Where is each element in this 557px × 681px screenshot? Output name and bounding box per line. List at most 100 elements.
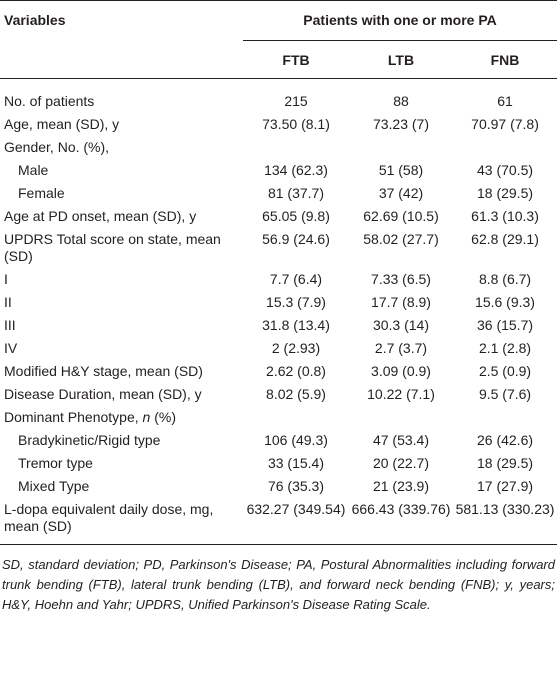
cell-fnb: 70.97 (7.8) (471, 116, 539, 132)
cell-ftb: 33 (15.4) (267, 455, 325, 471)
cell-ltb (349, 134, 453, 157)
cell-fnb: 15.6 (9.3) (475, 294, 535, 310)
column-header-ftb: FTB (282, 52, 310, 68)
cell-ftb (243, 134, 349, 157)
cell-fnb: 18 (29.5) (476, 185, 534, 201)
table-row: UPDRS Total score on state, mean (SD) 56.… (0, 226, 557, 266)
cell-ltb: 30.3 (14) (372, 317, 430, 333)
table-row: Tremor type 33 (15.4) 20 (22.7) 18 (29.5) (0, 450, 557, 473)
cell-fnb: 581.13 (330.23) (453, 496, 557, 545)
row-label-text: (%) (150, 409, 176, 425)
column-header-ltb: LTB (387, 52, 415, 68)
row-label-text: Dominant Phenotype, (4, 409, 143, 425)
row-label: Female (18, 185, 65, 201)
cell-ltb: 51 (58) (378, 162, 424, 178)
row-label: III (4, 317, 16, 333)
group-header: Patients with one or more PA (243, 0, 557, 41)
row-label: Modified H&Y stage, mean (SD) (4, 363, 203, 379)
cell-fnb: 26 (42.6) (476, 432, 534, 448)
cell-ftb: 215 (284, 93, 308, 109)
table-row: I 7.7 (6.4) 7.33 (6.5) 8.8 (6.7) (0, 266, 557, 289)
cell-ltb: 62.69 (10.5) (363, 208, 439, 224)
row-label: Tremor type (18, 455, 93, 471)
cell-ftb: 106 (49.3) (264, 432, 328, 448)
cell-ltb: 17.7 (8.9) (371, 294, 431, 310)
cell-ltb: 47 (53.4) (372, 432, 430, 448)
cell-ftb: 2 (2.93) (271, 340, 321, 356)
cell-fnb: 17 (27.9) (476, 478, 534, 494)
row-label: Male (18, 162, 49, 178)
row-label: No. of patients (4, 93, 95, 109)
table-row: No. of patients 215 88 61 (0, 79, 557, 112)
column-header-fnb: FNB (490, 52, 520, 68)
table-row: L-dopa equivalent daily dose, mg, mean (… (0, 496, 557, 545)
table-body: No. of patients 215 88 61 Age, mean (SD), y 7… (0, 79, 557, 545)
cell-ftb: 2.62 (0.8) (266, 363, 326, 379)
cell-fnb: 18 (29.5) (476, 455, 534, 471)
row-label: UPDRS Total score on state, mean (SD) (4, 231, 221, 264)
row-label: Gender, No. (%), (4, 139, 110, 155)
cell-ltb: 21 (23.9) (372, 478, 430, 494)
header-spacer (0, 41, 243, 79)
cell-ftb: 31.8 (13.4) (262, 317, 330, 333)
cell-ftb: 134 (62.3) (264, 162, 328, 178)
cell-ltb: 20 (22.7) (372, 455, 430, 471)
cell-ftb: 76 (35.3) (267, 478, 325, 494)
cell-fnb: 9.5 (7.6) (478, 386, 532, 402)
table-row: Gender, No. (%), (0, 134, 557, 157)
cell-fnb (453, 404, 557, 427)
cell-ftb: 8.02 (5.9) (266, 386, 326, 402)
table-row: III 31.8 (13.4) 30.3 (14) 36 (15.7) (0, 312, 557, 335)
variables-header: Variables (4, 12, 66, 28)
cell-ltb: 37 (42) (378, 185, 424, 201)
row-label: I (4, 271, 8, 287)
table-container: Variables Patients with one or more PA F… (0, 0, 557, 612)
table-row: Mixed Type 76 (35.3) 21 (23.9) 17 (27.9) (0, 473, 557, 496)
cell-fnb: 62.8 (29.1) (471, 231, 539, 247)
cell-ltb (349, 404, 453, 427)
cell-ftb: 56.9 (24.6) (262, 231, 330, 247)
cell-fnb: 2.1 (2.8) (478, 340, 532, 356)
cell-ltb: 10.22 (7.1) (367, 386, 435, 402)
cell-ltb: 88 (393, 93, 409, 109)
table-row: Female 81 (37.7) 37 (42) 18 (29.5) (0, 180, 557, 203)
patient-characteristics-table: Variables Patients with one or more PA F… (0, 0, 557, 545)
table-row: Age, mean (SD), y 73.50 (8.1) 73.23 (7) 70.… (0, 111, 557, 134)
table-row: Modified H&Y stage, mean (SD) 2.62 (0.8) 3… (0, 358, 557, 381)
cell-fnb: 2.5 (0.9) (478, 363, 532, 379)
row-label: Age at PD onset, mean (SD), y (4, 208, 197, 224)
cell-ftb: 632.27 (349.54) (243, 496, 349, 545)
table-footnote: SD, standard deviation; PD, Parkinson's … (2, 557, 555, 612)
row-label: Age, mean (SD), y (4, 116, 120, 132)
row-label: Disease Duration, mean (SD), y (4, 386, 202, 402)
table-row: Dominant Phenotype, n (%) (0, 404, 557, 427)
table-row: Disease Duration, mean (SD), y 8.02 (5.9)… (0, 381, 557, 404)
row-label: IV (4, 340, 18, 356)
cell-fnb: 8.8 (6.7) (478, 271, 532, 287)
cell-ltb: 73.23 (7) (372, 116, 430, 132)
cell-ltb: 666.43 (339.76) (349, 496, 453, 545)
table-row: Bradykinetic/Rigid type 106 (49.3) 47 (53.… (0, 427, 557, 450)
table-row: Age at PD onset, mean (SD), y 65.05 (9.8)… (0, 203, 557, 226)
cell-ftb: 65.05 (9.8) (262, 208, 330, 224)
row-label: II (4, 294, 12, 310)
cell-fnb: 61 (497, 93, 513, 109)
row-label-italic: n (142, 409, 151, 425)
cell-ftb (243, 404, 349, 427)
table-row: Male 134 (62.3) 51 (58) 43 (70.5) (0, 157, 557, 180)
cell-fnb (453, 134, 557, 157)
header-row-columns: FTB LTB FNB (0, 41, 557, 79)
cell-ltb: 7.33 (6.5) (371, 271, 431, 287)
row-label: Mixed Type (18, 478, 90, 494)
cell-ftb: 15.3 (7.9) (266, 294, 326, 310)
table-row: II 15.3 (7.9) 17.7 (8.9) 15.6 (9.3) (0, 289, 557, 312)
cell-ftb: 7.7 (6.4) (269, 271, 323, 287)
cell-ftb: 73.50 (8.1) (262, 116, 330, 132)
table-row: IV 2 (2.93) 2.7 (3.7) 2.1 (2.8) (0, 335, 557, 358)
cell-fnb: 61.3 (10.3) (471, 208, 539, 224)
row-label: Dominant Phenotype, n (%) (0, 404, 243, 427)
cell-ltb: 2.7 (3.7) (374, 340, 428, 356)
row-label: L-dopa equivalent daily dose, mg, mean (… (0, 496, 243, 545)
row-label: Bradykinetic/Rigid type (18, 432, 161, 448)
cell-ftb: 81 (37.7) (267, 185, 325, 201)
